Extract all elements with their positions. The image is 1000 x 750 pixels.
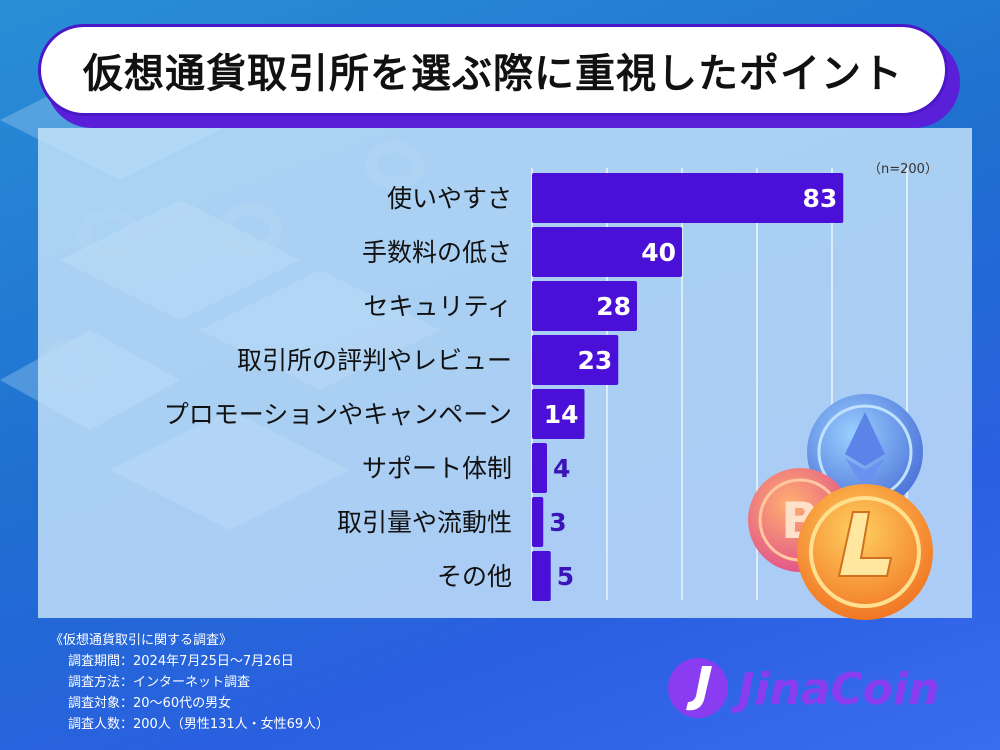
survey-period: 調査期間：2024年7月25日〜7月26日 [68,654,294,669]
survey-count: 調査人数：200人（男性131人・女性69人） [68,717,330,732]
survey-method: 調査方法：インターネット調査 [68,675,251,690]
value-label: 5 [557,562,574,591]
survey-heading: 《仮想通貨取引に関する調査》 [50,633,233,648]
jinacoin-logo: JinaCoin [668,658,939,718]
bar [532,335,619,385]
category-label: 取引量や流動性 [337,508,512,537]
litecoin-coin-icon [797,484,933,620]
category-label: 使いやすさ [387,184,512,213]
title-banner: 仮想通貨取引所を選ぶ際に重視したポイント [38,24,964,132]
svg-text:JinaCoin: JinaCoin [730,664,939,715]
value-label: 14 [544,400,579,429]
bar [532,281,637,331]
bar [532,443,547,493]
bar [532,551,551,601]
sample-size-note: （n=200） [868,162,938,177]
value-label: 83 [802,184,837,213]
value-label: 28 [596,292,631,321]
value-label: 40 [641,238,676,267]
survey-target: 調査対象：20〜60代の男女 [68,696,232,711]
survey-footer: 《仮想通貨取引に関する調査》 調査期間：2024年7月25日〜7月26日 調査方… [50,630,329,735]
value-label: 4 [553,454,570,483]
category-label: 手数料の低さ [362,238,512,267]
category-label: プロモーションやキャンペーン [164,400,512,429]
bar [532,227,682,277]
bar [532,497,544,547]
category-label: その他 [437,562,512,591]
title-box: 仮想通貨取引所を選ぶ際に重視したポイント [38,24,948,116]
page-title: 仮想通貨取引所を選ぶ際に重視したポイント [83,51,903,97]
crypto-coins-illustration: B [748,394,933,620]
value-label: 3 [549,508,566,537]
bar [532,173,844,223]
category-label: 取引所の評判やレビュー [237,346,512,375]
category-label: セキュリティ [363,292,512,321]
value-label: 23 [577,346,612,375]
bar [532,389,585,439]
category-label: サポート体制 [362,454,512,483]
